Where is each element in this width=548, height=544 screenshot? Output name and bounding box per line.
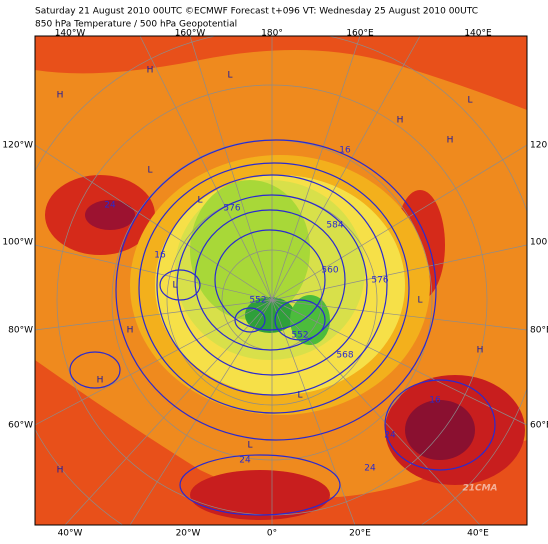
pressure-center: H <box>147 66 154 76</box>
pressure-center: L <box>297 391 302 401</box>
contour-label: 552 <box>249 296 266 306</box>
watermark: 21CMA <box>462 484 497 494</box>
pressure-center: H <box>57 91 64 101</box>
longitude-label: 20°E <box>349 529 371 539</box>
map-field <box>35 36 527 525</box>
pressure-center: H <box>477 346 484 356</box>
longitude-label: 40°W <box>58 529 83 539</box>
longitude-label: 100°W <box>2 238 33 248</box>
pressure-center: L <box>247 441 252 451</box>
graticule <box>35 36 527 525</box>
longitude-label: 100°E <box>530 238 548 248</box>
longitude-label: 0° <box>267 529 277 539</box>
pressure-center: L <box>172 281 177 291</box>
contour-label: 560 <box>321 266 338 276</box>
longitude-label: 180° <box>261 29 283 39</box>
geopotential-contours <box>69 139 496 516</box>
pressure-center: H <box>447 136 454 146</box>
pressure-center: L <box>147 166 152 176</box>
contour-label: 552 <box>291 331 308 341</box>
longitude-label: 20°W <box>176 529 201 539</box>
pressure-center: H <box>97 376 104 386</box>
title: Saturday 21 August 2010 00UTC ©ECMWF For… <box>35 7 478 17</box>
pressure-center: L <box>417 296 422 306</box>
longitude-label: 160°E <box>346 29 374 39</box>
longitude-label: 140°W <box>55 29 86 39</box>
longitude-label: 80°W <box>8 326 33 336</box>
longitude-label: 80°E <box>530 326 548 336</box>
subtitle: 850 hPa Temperature / 500 hPa Geopotenti… <box>35 20 237 30</box>
contour-label: 24 <box>239 456 251 466</box>
longitude-label: 60°E <box>530 421 548 431</box>
longitude-label: 160°W <box>175 29 206 39</box>
map-frame <box>34 35 528 526</box>
pressure-center: H <box>57 466 64 476</box>
contour-label: 584 <box>326 221 343 231</box>
contour-label: 16 <box>429 396 441 406</box>
longitude-label: 40°E <box>467 529 489 539</box>
contour-label: 16 <box>339 146 351 156</box>
contour-label: 576 <box>223 204 240 214</box>
pressure-center: L <box>467 96 472 106</box>
contour-label: 24 <box>104 201 116 211</box>
pressure-center: L <box>197 196 202 206</box>
pressure-center: H <box>397 116 404 126</box>
longitude-label: 120°E <box>530 141 548 151</box>
longitude-label: 120°W <box>2 141 33 151</box>
pressure-center: H <box>127 326 134 336</box>
contour-label: 576 <box>371 276 388 286</box>
contour-label: 24 <box>384 431 396 441</box>
pressure-center: L <box>227 71 232 81</box>
contour-label: 16 <box>154 251 166 261</box>
longitude-label: 140°E <box>464 29 492 39</box>
longitude-label: 60°W <box>8 421 33 431</box>
contour-label: 24 <box>364 464 376 474</box>
contour-label: 568 <box>336 351 353 361</box>
